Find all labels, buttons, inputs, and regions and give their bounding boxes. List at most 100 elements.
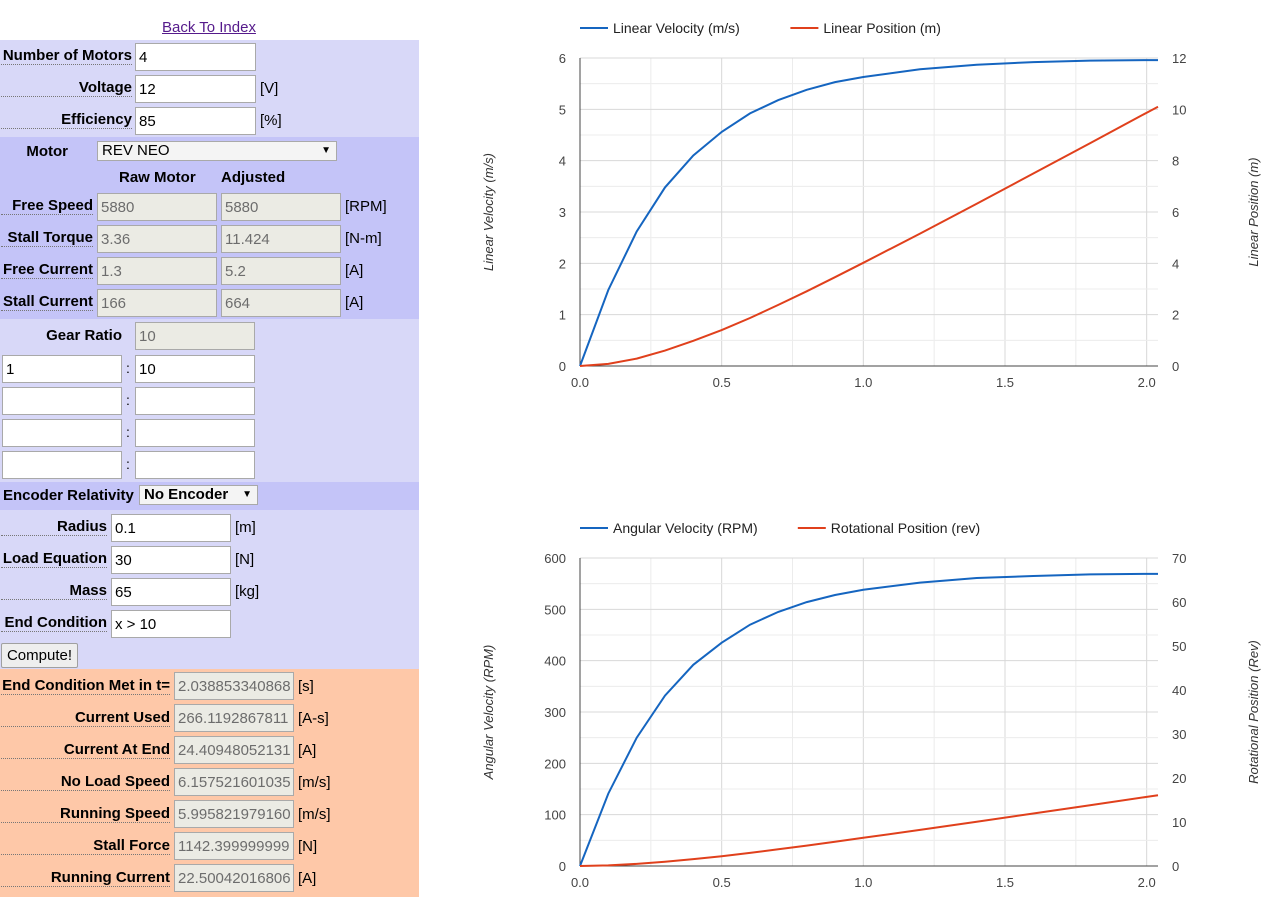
result-value (174, 864, 294, 892)
gear-stage-4-input[interactable] (2, 451, 122, 479)
result-value (174, 768, 294, 796)
linear-y-tick-label: 4 (559, 154, 566, 169)
angular-y2-tick-label: 50 (1172, 639, 1186, 654)
compute-button[interactable]: Compute! (1, 643, 78, 668)
linear-legend-label-1: Linear Velocity (m/s) (613, 20, 740, 36)
radius-label: Radius (1, 518, 107, 536)
linear-y2-tick-label: 12 (1172, 51, 1186, 66)
result-value (174, 672, 294, 700)
angular-y-tick-label: 0 (559, 859, 566, 874)
result-unit: [A-s] (298, 710, 329, 727)
result-value (174, 800, 294, 828)
radius-input[interactable] (111, 514, 231, 542)
angular-y2-axis-title: Rotational Position (Rev) (1246, 640, 1261, 784)
efficiency-label: Efficiency (1, 111, 132, 129)
linear-x-tick-label: 1.0 (854, 375, 872, 390)
result-unit: [A] (298, 742, 317, 759)
linear-series-line-1 (579, 59, 1158, 367)
angular-y2-tick-label: 40 (1172, 683, 1186, 698)
linear-y2-tick-label: 0 (1172, 359, 1179, 374)
linear-y-tick-label: 3 (559, 205, 566, 220)
angular-motion-chart: 0.0 0.5 1.0 1.5 2.0 0 100 200 300 400 500 600 0 10 20 3… (481, 520, 1261, 890)
linear-y2-tick-label: 2 (1172, 308, 1179, 323)
angular-legend-label-1: Angular Velocity (RPM) (613, 520, 758, 536)
linear-x-tick-label: 0.5 (713, 375, 731, 390)
linear-y2-tick-label: 8 (1172, 154, 1179, 169)
gear-stage-1-separator: : (126, 360, 130, 376)
stall-current-raw (97, 289, 217, 317)
gear-stage-2-input[interactable] (2, 387, 122, 415)
encoder-select[interactable]: No Encoder ▼ (139, 485, 258, 505)
number-of-motors-input[interactable] (135, 43, 256, 71)
voltage-input[interactable] (135, 75, 256, 103)
angular-y2-tick-label: 30 (1172, 727, 1186, 742)
angular-y2-tick-label: 20 (1172, 771, 1186, 786)
linear-y-tick-label: 5 (559, 102, 566, 117)
result-value (174, 704, 294, 732)
linear-y-tick-label: 6 (559, 51, 566, 66)
stall-torque-unit: [N-m] (345, 230, 382, 247)
angular-y-tick-label: 400 (544, 654, 566, 669)
angular-y-tick-label: 200 (544, 756, 566, 771)
angular-y-tick-label: 500 (544, 602, 566, 617)
linear-y2-tick-label: 6 (1172, 205, 1179, 220)
radius-unit: [m] (235, 519, 256, 536)
linear-series-line-2 (579, 105, 1159, 367)
mass-label: Mass (1, 582, 107, 600)
result-label: Current At End (1, 741, 170, 759)
free-speed-raw (97, 193, 217, 221)
voltage-label: Voltage (1, 79, 132, 97)
angular-x-tick-label: 2.0 (1138, 875, 1156, 890)
adjusted-header: Adjusted (221, 169, 286, 186)
angular-y2-tick-label: 60 (1172, 595, 1186, 610)
motor-select[interactable]: REV NEO ▼ (97, 141, 337, 161)
efficiency-input[interactable] (135, 107, 256, 135)
stall-torque-label: Stall Torque (1, 229, 93, 247)
gear-stage-1-input[interactable] (2, 355, 122, 383)
mass-input[interactable] (111, 578, 231, 606)
back-to-index-link[interactable]: Back To Index (162, 19, 256, 36)
load-equation-input[interactable] (111, 546, 231, 574)
mass-unit: [kg] (235, 583, 260, 600)
angular-y2-tick-label: 0 (1172, 859, 1179, 874)
dropdown-arrow-icon: ▼ (321, 145, 331, 156)
angular-y-axis-title: Angular Velocity (RPM) (481, 645, 496, 781)
linear-y2-tick-label: 4 (1172, 256, 1179, 271)
angular-x-tick-label: 1.0 (854, 875, 872, 890)
angular-y-tick-label: 300 (544, 705, 566, 720)
angular-y-tick-label: 100 (544, 808, 566, 823)
dropdown-arrow-icon: ▼ (242, 489, 252, 500)
linear-y2-axis-title: Linear Position (m) (1246, 157, 1261, 266)
free-current-unit: [A] (345, 262, 364, 279)
linear-y-tick-label: 1 (559, 308, 566, 323)
end-condition-input[interactable] (111, 610, 231, 638)
gear-stage-3-input[interactable] (2, 419, 122, 447)
stall-current-adjusted (221, 289, 341, 317)
linear-y-axis-title: Linear Velocity (m/s) (481, 153, 496, 271)
gear-stage-1-output[interactable] (135, 355, 255, 383)
result-label: Running Speed (1, 805, 170, 823)
angular-x-tick-label: 1.5 (996, 875, 1014, 890)
stall-current-unit: [A] (345, 294, 364, 311)
angular-x-tick-label: 0.5 (713, 875, 731, 890)
angular-series-line-2 (579, 794, 1159, 867)
load-equation-unit: [N] (235, 551, 255, 568)
encoder-relativity-label: Encoder Relativity (3, 487, 134, 504)
gear-stage-4-output[interactable] (135, 451, 255, 479)
free-speed-adjusted (221, 193, 341, 221)
gear-ratio-label: Gear Ratio (46, 327, 122, 344)
free-current-raw (97, 257, 217, 285)
load-equation-label: Load Equation (1, 550, 107, 568)
result-label: No Load Speed (1, 773, 170, 791)
stall-current-label: Stall Current (1, 293, 93, 311)
result-label: End Condition Met in t= (1, 677, 170, 695)
gear-stage-3-output[interactable] (135, 419, 255, 447)
gear-stage-2-output[interactable] (135, 387, 255, 415)
gear-stage-2-separator: : (126, 392, 130, 408)
gear-stage-3-separator: : (126, 424, 130, 440)
free-speed-unit: [RPM] (345, 198, 387, 215)
encoder-select-value: No Encoder (144, 486, 229, 503)
angular-legend-label-2: Rotational Position (rev) (831, 520, 980, 536)
raw-motor-header: Raw Motor (119, 169, 196, 186)
